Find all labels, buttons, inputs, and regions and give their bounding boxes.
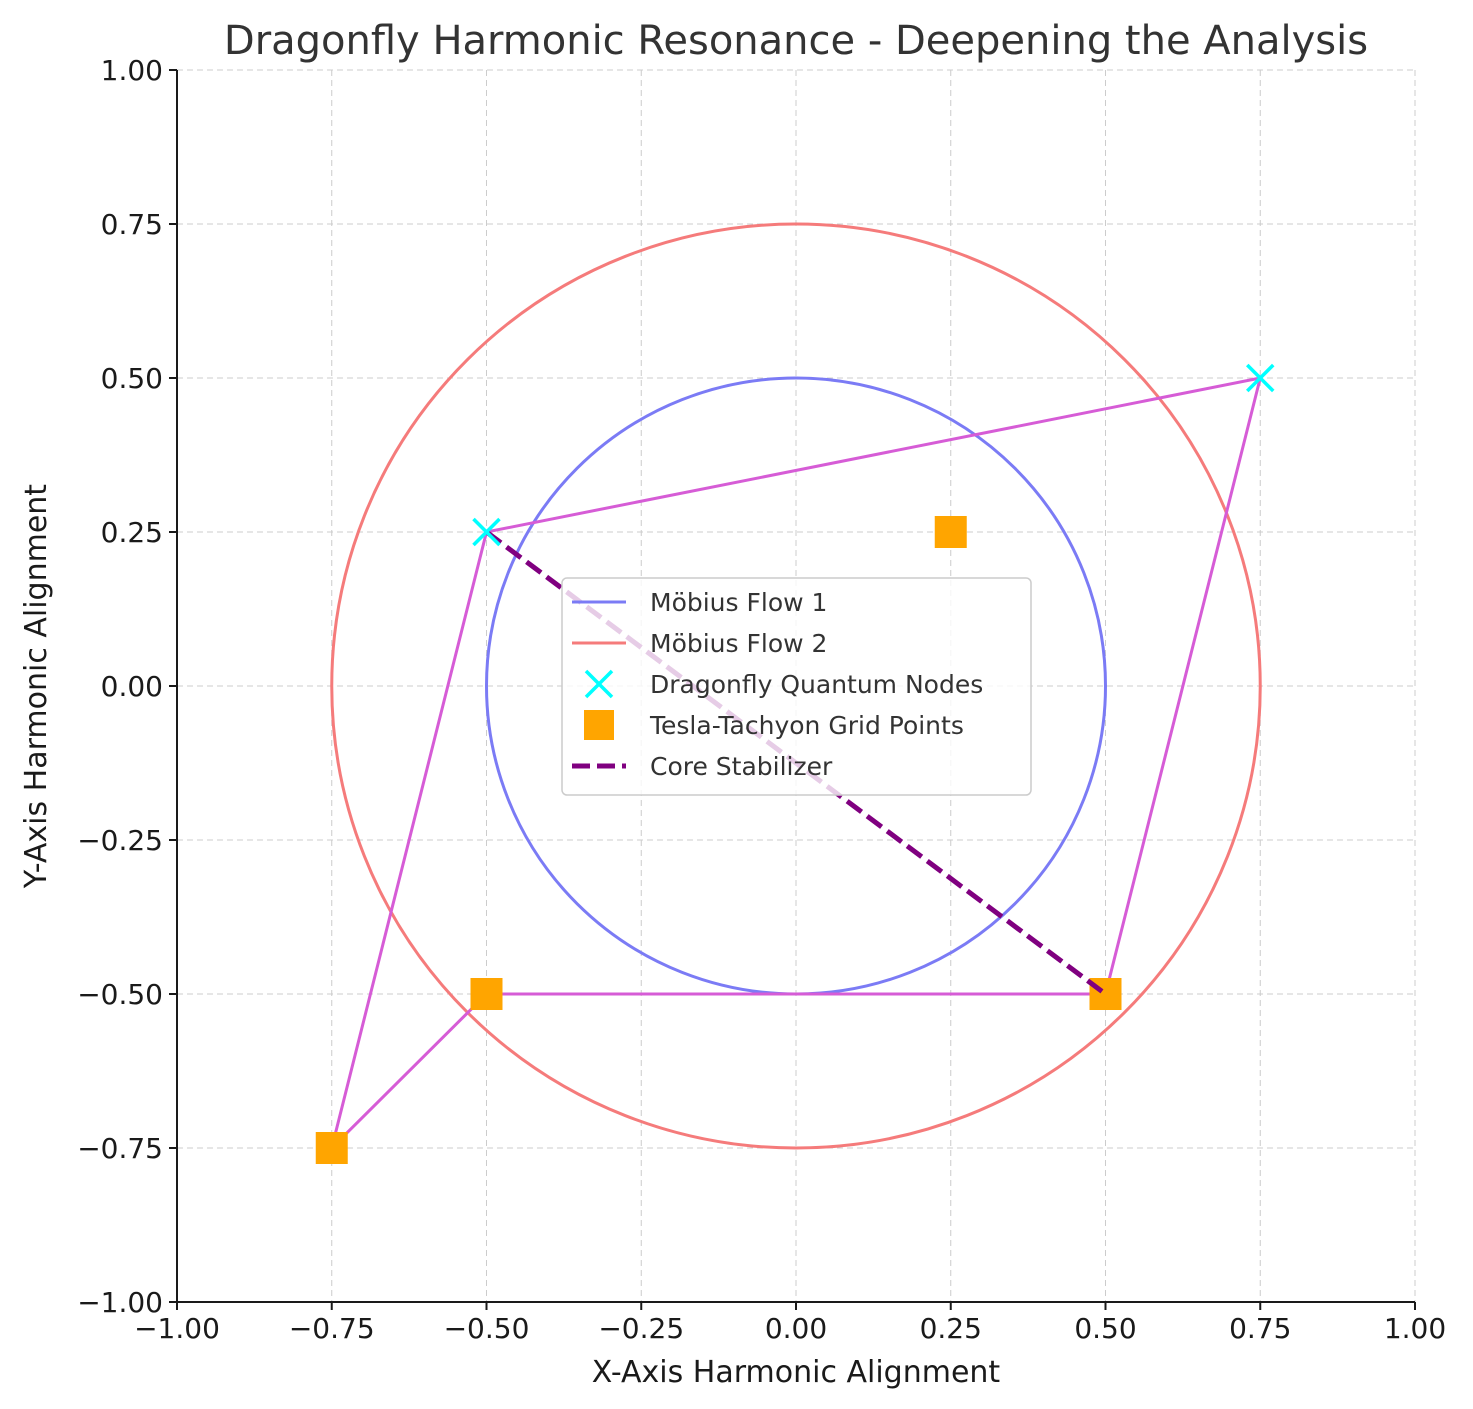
grid-point-marker [470, 978, 503, 1010]
x-axis-label: X-Axis Harmonic Alignment [592, 1355, 1001, 1390]
x-tick-label: −1.00 [134, 1312, 220, 1345]
x-tick-label: 0.75 [1229, 1312, 1291, 1345]
grid-point-marker [934, 516, 967, 548]
legend-entry: Tesla-Tachyon Grid Points [584, 710, 964, 740]
grid-point-marker [315, 1132, 348, 1164]
quantum-node-marker [1246, 363, 1275, 393]
y-tick-label: −0.75 [77, 1132, 163, 1165]
y-tick-label: −0.25 [77, 824, 163, 857]
x-tick-label: −0.25 [598, 1312, 684, 1345]
x-tick-label: −0.75 [289, 1312, 375, 1345]
x-tick-label: 0.50 [1074, 1312, 1136, 1345]
legend-label: Möbius Flow 1 [650, 588, 827, 617]
legend-label: Core Stabilizer [650, 752, 833, 781]
y-tick-label: 0.50 [101, 362, 163, 395]
y-tick-label: 0.25 [101, 516, 163, 549]
legend-entry: Möbius Flow 1 [572, 588, 827, 617]
legend-label: Dragonfly Quantum Nodes [650, 670, 983, 699]
quantum-node-marker [472, 517, 501, 547]
x-tick-label: 0.00 [765, 1312, 827, 1345]
y-tick-label: 1.00 [101, 54, 163, 87]
x-tick-label: 1.00 [1384, 1312, 1446, 1345]
y-tick-label: 0.00 [101, 670, 163, 703]
connector-line [330, 376, 1262, 1150]
x-tick-label: 0.25 [920, 1312, 982, 1345]
x-tick-label: −0.50 [444, 1312, 530, 1345]
legend-entry: Möbius Flow 2 [572, 629, 827, 658]
legend-box [561, 577, 1032, 796]
y-tick-labels: −1.00 −0.75 −0.50 −0.25 0.00 0.25 0.50 0.75 1.00 [77, 54, 163, 1319]
legend-swatch [584, 669, 614, 699]
x-tick-labels: −1.00 −0.75 −0.50 −0.25 0.00 0.25 0.50 0.75 1.00 [134, 1312, 1446, 1345]
legend-entry: Dragonfly Quantum Nodes [584, 669, 983, 699]
chart-title: Dragonfly Harmonic Resonance - Deepening… [224, 18, 1368, 64]
y-tick-label: −1.00 [77, 1286, 163, 1319]
legend-swatch [584, 710, 614, 740]
legend-label: Tesla-Tachyon Grid Points [649, 711, 964, 740]
y-axis-label: Y-Axis Harmonic Alignment [19, 484, 54, 889]
y-tick-label: 0.75 [101, 208, 163, 241]
legend: Möbius Flow 1 Möbius Flow 2 Dragonfly Quan… [561, 577, 1032, 796]
circle-series [330, 222, 1262, 1150]
legend-entry: Core Stabilizer [572, 752, 833, 781]
y-tick-label: −0.50 [77, 978, 163, 1011]
axes [169, 69, 1416, 1310]
marker-stroke [472, 517, 501, 547]
legend-label: Möbius Flow 2 [650, 629, 827, 658]
marker-stroke [1246, 363, 1275, 393]
